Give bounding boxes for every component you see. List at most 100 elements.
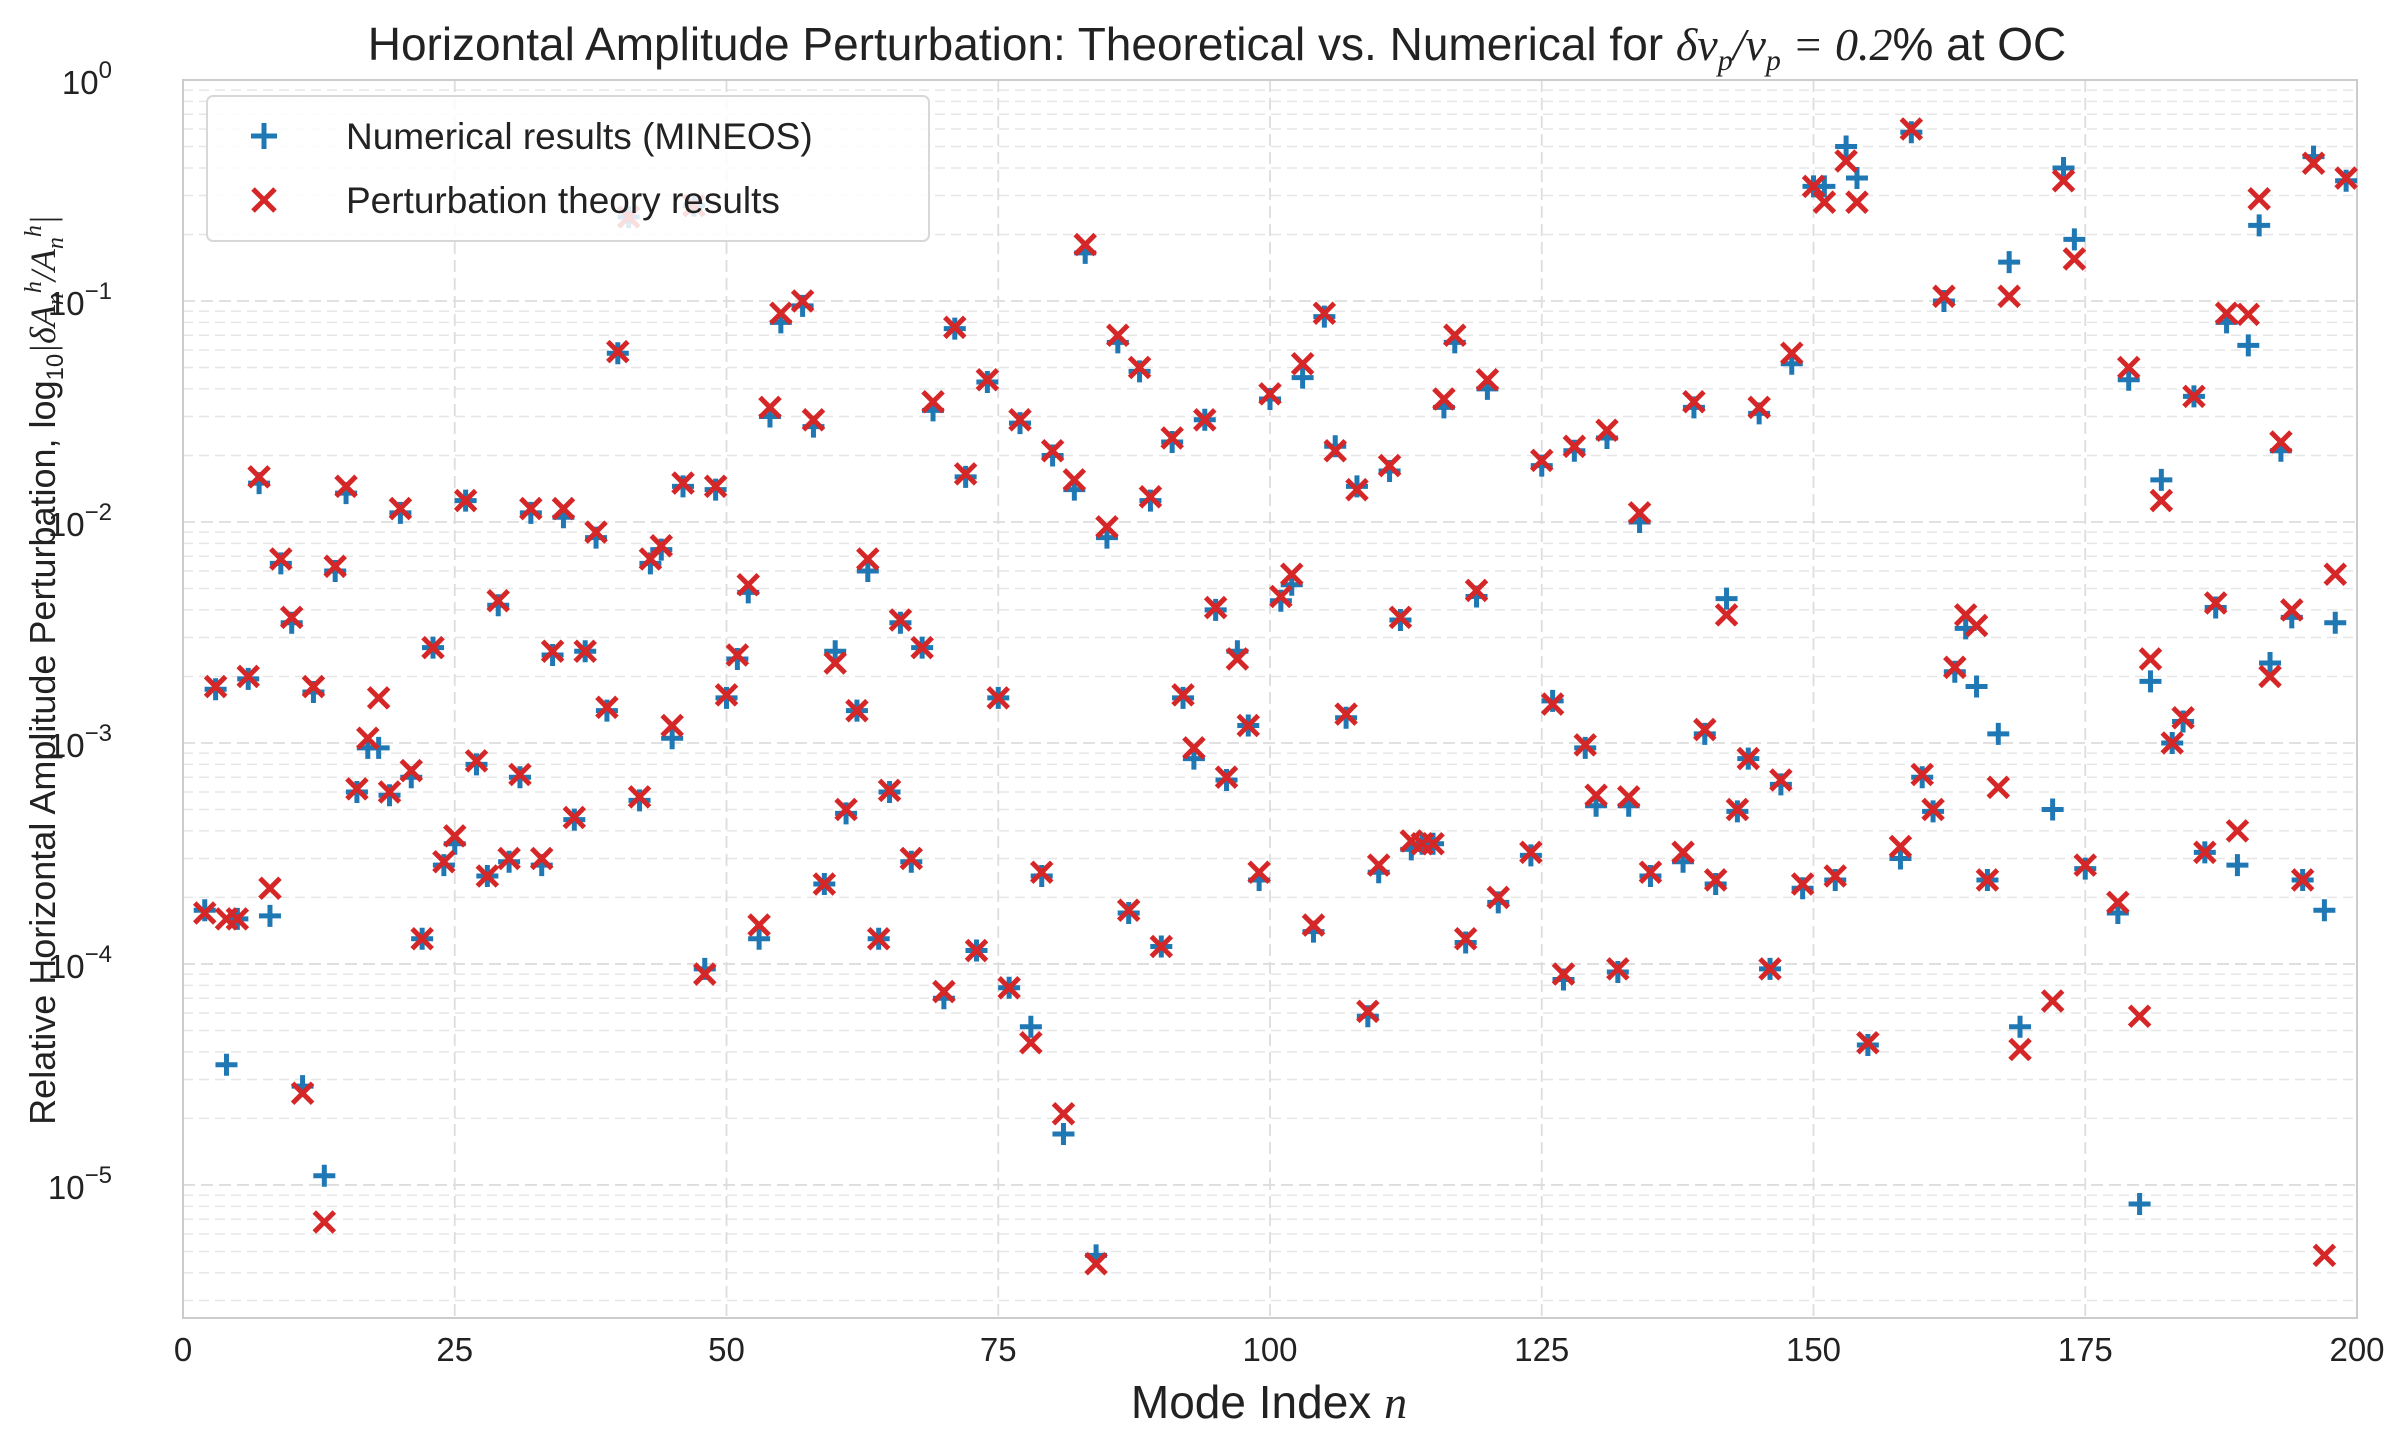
point-x: [1106, 323, 1130, 347]
point-x: [1540, 692, 1565, 716]
point-x: [442, 824, 467, 848]
point-x: [671, 471, 695, 495]
point-plus: [1965, 675, 1988, 698]
point-x: [1062, 468, 1087, 492]
point-x: [1703, 868, 1728, 892]
point-plus: [2313, 899, 2336, 922]
point-x: [1997, 284, 2021, 309]
point-plus: [824, 640, 847, 663]
point-x: [1247, 860, 1271, 885]
point-plus: [367, 736, 390, 759]
point-plus: [1161, 431, 1184, 454]
point-x: [703, 474, 728, 499]
point-plus: [1128, 360, 1151, 383]
point-x: [1693, 717, 1717, 742]
x-axis-label: Mode Index n: [1131, 1376, 1407, 1428]
point-x: [2247, 187, 2271, 211]
point-plus: [2009, 1015, 2032, 1038]
point-x: [790, 289, 815, 313]
point-plus: [1335, 706, 1358, 729]
point-x: [236, 664, 260, 689]
point-x: [1160, 426, 1184, 450]
point-x: [823, 651, 847, 675]
point-x: [1943, 655, 1967, 680]
point-x: [247, 465, 271, 489]
point-x: [1214, 765, 1239, 789]
point-x: [1116, 898, 1141, 923]
point-plus: [1998, 251, 2021, 274]
point-plus: [1139, 489, 1162, 512]
point-plus: [1291, 366, 1314, 389]
legend-label-theory: Perturbation theory results: [346, 180, 780, 221]
point-x: [1638, 860, 1663, 885]
point-x: [932, 979, 956, 1004]
point-x: [1138, 485, 1163, 509]
point-x: [2301, 151, 2326, 176]
point-x: [1682, 389, 1706, 414]
point-x: [345, 777, 369, 801]
point-x: [1812, 190, 1837, 214]
point-x: [1486, 885, 1511, 910]
point-x: [203, 674, 228, 699]
point-x: [2051, 168, 2076, 193]
point-plus: [2324, 611, 2347, 634]
point-x: [595, 695, 619, 720]
point-x: [1573, 733, 1597, 757]
point-x: [1312, 301, 1337, 326]
legend: Numerical results (MINEOS) Perturbation …: [206, 95, 930, 242]
point-x: [2280, 598, 2304, 622]
x-tick-labels: 0 25 50 75 100 125 150 175 200: [174, 1331, 2385, 1368]
point-plus: [1845, 167, 1868, 190]
point-x: [2193, 840, 2217, 865]
point-plus: [1639, 865, 1662, 888]
minor-grid: [183, 89, 2357, 1302]
point-plus: [2248, 214, 2271, 237]
point-x: [1323, 439, 1347, 463]
point-x: [888, 608, 913, 632]
point-x: [2323, 562, 2348, 587]
point-plus: [1019, 1015, 1042, 1038]
point-x: [1388, 605, 1413, 630]
point-x: [1671, 840, 1695, 865]
point-x: [551, 496, 576, 521]
point-x: [1290, 351, 1315, 376]
point-x: [1356, 999, 1380, 1024]
point-x: [1747, 395, 1771, 420]
point-x: [1279, 562, 1304, 587]
point-x: [1769, 768, 1793, 792]
point-x: [725, 643, 750, 667]
point-x: [877, 778, 902, 803]
point-plus: [2052, 156, 2075, 179]
point-x: [649, 534, 674, 558]
point-plus: [1824, 868, 1847, 891]
point-x: [508, 762, 532, 787]
point-x: [497, 846, 521, 871]
point-x: [2258, 664, 2282, 689]
point-x: [964, 938, 989, 963]
point-x: [1193, 408, 1217, 432]
point-plus: [258, 904, 281, 927]
point-x: [606, 339, 630, 364]
point-plus: [313, 1164, 336, 1187]
point-x: [1899, 117, 1924, 141]
point-x: [1225, 647, 1250, 671]
x-tick-label: 50: [708, 1331, 745, 1368]
y-tick-label: 10−2: [48, 499, 112, 543]
point-x: [1236, 713, 1261, 738]
point-x: [1421, 831, 1445, 856]
point-plus: [1987, 722, 2010, 745]
point-x: [529, 846, 554, 871]
point-x: [1366, 853, 1391, 877]
point-plus: [2041, 798, 2064, 821]
point-x: [997, 976, 1021, 1000]
point-x: [1301, 913, 1326, 937]
plot-frame: [182, 79, 2358, 1319]
point-x: [845, 698, 869, 723]
point-plus: [215, 1053, 238, 1076]
point-x: [1845, 190, 1869, 214]
point-x: [356, 726, 380, 751]
point-x: [2008, 1037, 2032, 1062]
point-x: [1856, 1030, 1880, 1055]
point-x: [1464, 578, 1489, 603]
point-x: [1040, 439, 1065, 463]
